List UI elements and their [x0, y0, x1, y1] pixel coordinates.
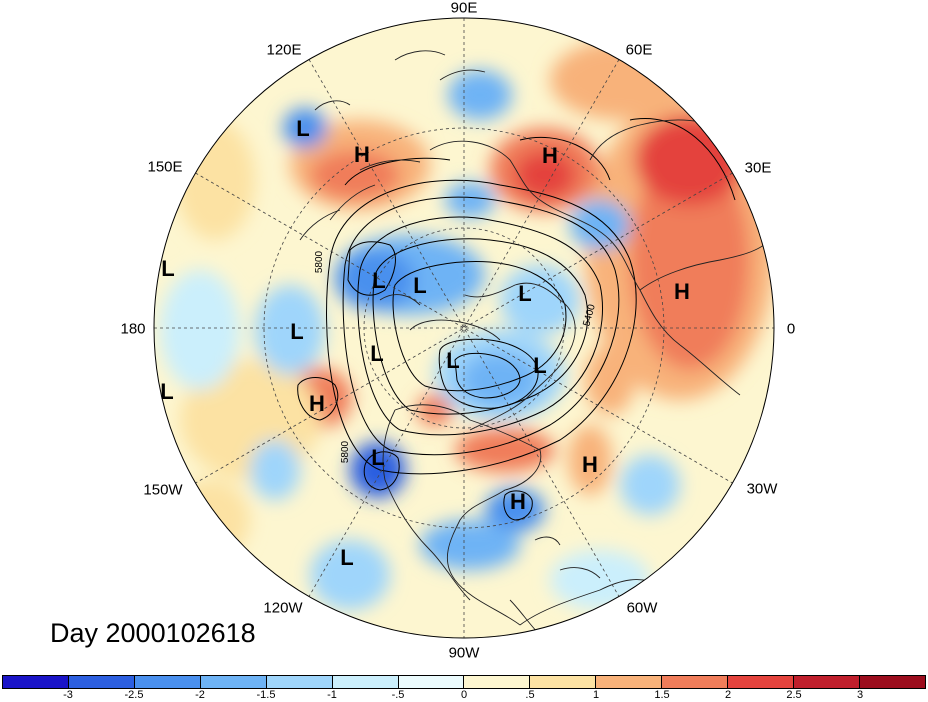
low-pressure-marker: H — [510, 489, 526, 514]
longitude-label-30e: 30E — [744, 159, 772, 177]
colorbar-segment — [596, 676, 663, 688]
colorbar-segment — [68, 676, 135, 688]
colorbar-segment — [3, 676, 69, 688]
high-pressure-marker: H — [674, 279, 690, 304]
colorbar-segment — [794, 676, 860, 688]
colorbar-tick-label: 3 — [856, 689, 864, 701]
low-pressure-marker: L — [160, 379, 173, 404]
high-pressure-marker: H — [542, 143, 558, 168]
longitude-label-60w: 60W — [626, 599, 658, 617]
low-pressure-marker: L — [371, 445, 384, 470]
high-pressure-marker: H — [354, 142, 370, 167]
colorbar-tick-label: 0 — [460, 689, 468, 701]
longitude-label-90w: 90W — [448, 644, 480, 662]
colorbar-tick-label: -2 — [195, 689, 205, 701]
colorbar-tick-label: 1 — [592, 689, 600, 701]
colorbar-tick-label: -.5 — [391, 689, 405, 701]
high-pressure-marker: H — [309, 391, 325, 416]
graticule — [154, 18, 774, 638]
longitude-label-90e: 90E — [450, 0, 478, 17]
colorbar-tick-label: -2.5 — [124, 689, 144, 701]
colorbar-tick-label: -3 — [63, 689, 73, 701]
longitude-label-150w: 150W — [143, 481, 183, 499]
longitude-label-120e: 120E — [266, 41, 302, 59]
colorbar-segment — [200, 676, 267, 688]
colorbar-segment — [266, 676, 333, 688]
colorbar-segment — [464, 676, 531, 688]
low-pressure-marker: L — [518, 281, 531, 306]
map-boundary — [153, 17, 775, 639]
colorbar-segment — [728, 676, 795, 688]
colorbar-segment — [530, 676, 597, 688]
longitude-label-30w: 30W — [746, 480, 778, 498]
low-pressure-marker: L — [533, 353, 546, 378]
colorbar-tick-label: 1.5 — [654, 689, 670, 701]
longitude-label-60e: 60E — [625, 41, 653, 59]
colorbar — [2, 675, 926, 689]
colorbar-segment — [134, 676, 201, 688]
colorbar-tick-label: -1 — [327, 689, 337, 701]
high-pressure-marker: H — [582, 452, 598, 477]
colorbar-segment — [859, 676, 925, 688]
low-pressure-marker: L — [290, 319, 303, 344]
low-pressure-marker: L — [296, 116, 309, 141]
contour-label: 5800 — [340, 440, 351, 463]
height-contours — [297, 118, 736, 521]
colorbar-tick-label: -1.5 — [256, 689, 276, 701]
low-pressure-marker: L — [413, 273, 426, 298]
longitude-label-0: 0 — [786, 320, 796, 338]
colorbar-segment — [332, 676, 399, 688]
contour-label: 5800 — [314, 250, 325, 273]
longitude-label-150e: 150E — [147, 158, 183, 176]
low-pressure-marker: L — [161, 256, 174, 281]
low-pressure-marker: L — [340, 545, 353, 570]
colorbar-segment — [662, 676, 729, 688]
longitude-label-180: 180 — [120, 320, 146, 338]
map-title: Day 2000102618 — [50, 618, 256, 648]
longitude-label-120w: 120W — [263, 599, 303, 617]
colorbar-segment — [398, 676, 465, 688]
low-pressure-marker: L — [372, 268, 385, 293]
anomaly-shading — [154, 18, 774, 638]
colorbar-tick-label: 2 — [724, 689, 732, 701]
low-pressure-marker: L — [370, 341, 383, 366]
colorbar-tick-label: 2.5 — [786, 689, 802, 701]
colorbar-tick-label: .5 — [525, 689, 535, 701]
low-pressure-marker: L — [446, 348, 459, 373]
